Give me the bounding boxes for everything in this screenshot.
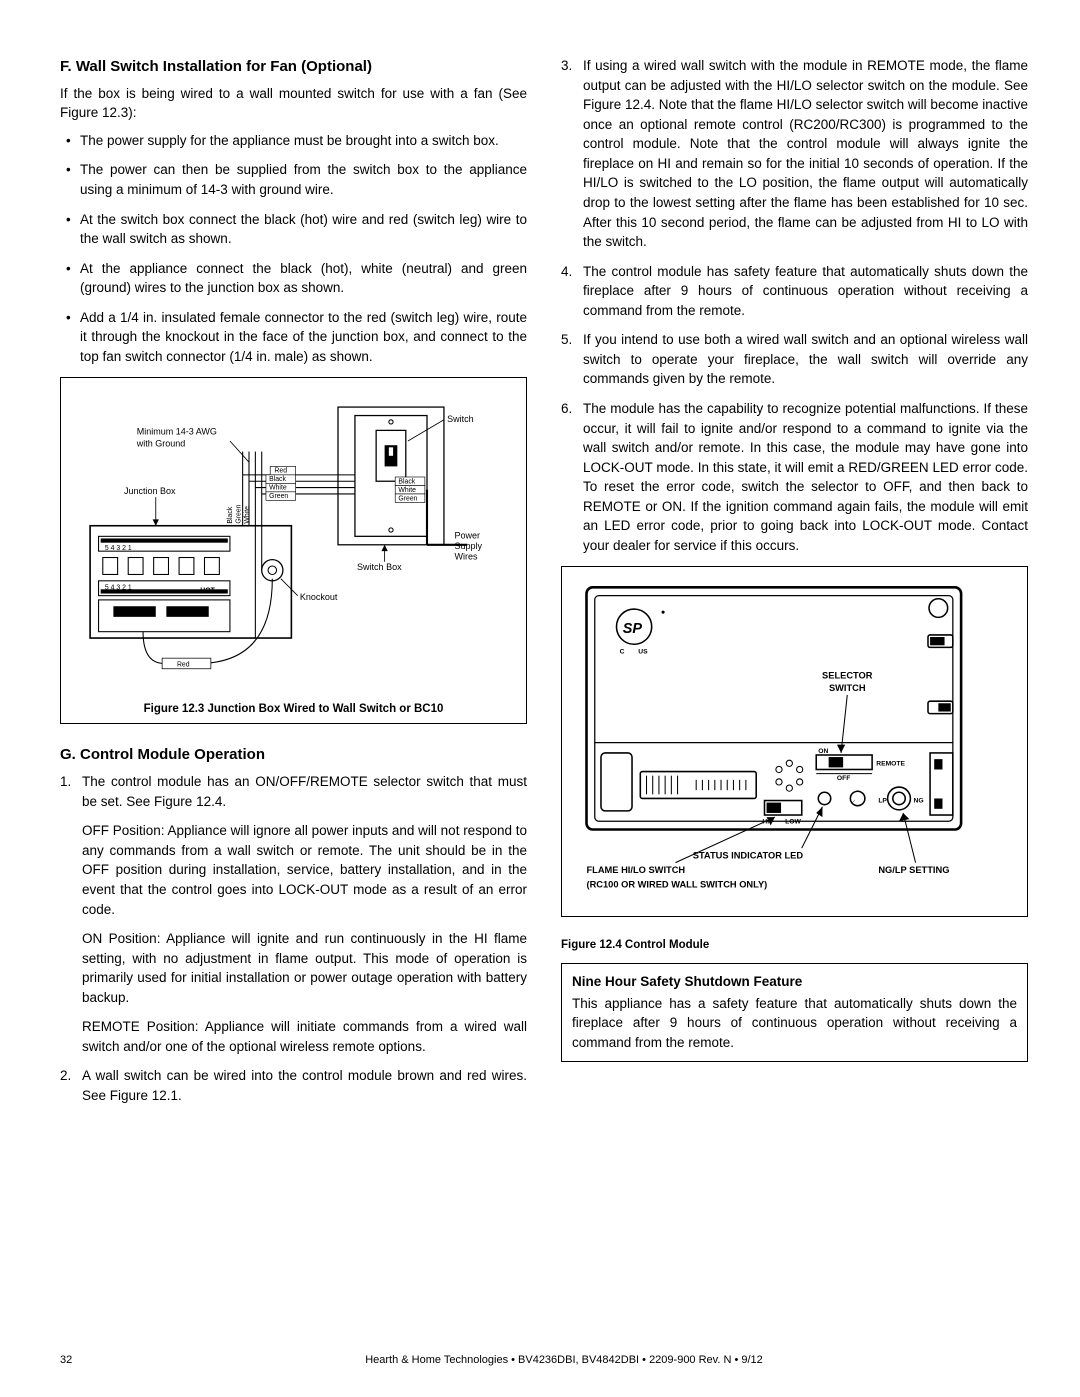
list-item-1: The control module has an ON/OFF/REMOTE … [60,772,527,1056]
svg-text:SP: SP [623,620,643,636]
label-switch: Switch [447,413,474,423]
label-on: ON [818,747,828,754]
label-selector: SELECTOR [822,670,873,680]
list-item-2: A wall switch can be wired into the cont… [60,1066,527,1105]
figure-12-4: SP C US [561,566,1028,917]
figure-12-3: Switch Power Supply Wires Switch Box NEU… [60,377,527,725]
label-black2: Black [398,478,415,485]
label-red-top: Red [274,467,287,474]
footer-text: Hearth & Home Technologies • BV4236DBI, … [100,1353,1028,1369]
label-with-ground: with Ground [136,438,186,448]
label-white2: White [398,486,416,493]
right-column: If using a wired wall switch with the mo… [561,56,1028,1116]
label-white-v: White [244,505,251,523]
section-f-bullets: The power supply for the appliance must … [60,131,527,367]
callout-body: This appliance has a safety feature that… [572,996,1017,1050]
svg-text:◡: ◡ [849,796,855,803]
label-switch-word: SWITCH [829,682,866,692]
bullet-item: At the appliance connect the black (hot)… [60,259,527,298]
label-off: OFF [837,774,850,781]
label-nglp: NG/LP SETTING [878,864,949,874]
callout-title: Nine Hour Safety Shutdown Feature [572,972,1017,992]
list-item: The module has the capability to recogni… [561,399,1028,556]
label-green2: Green [398,495,417,502]
figure-12-4-caption: Figure 12.4 Control Module [561,937,1028,954]
remote-position: REMOTE Position: Appliance will initiate… [82,1017,527,1056]
label-ng: NG [914,797,924,804]
off-position: OFF Position: Appliance will ignore all … [82,821,527,919]
bullet-item: The power can then be supplied from the … [60,160,527,199]
label-junction-box: Junction Box [124,485,176,495]
label-wires: Wires [455,551,478,561]
figure-12-3-caption: Figure 12.3 Junction Box Wired to Wall S… [71,701,516,718]
label-green-top: Green [269,493,288,500]
label-white-top: White [269,484,287,491]
label-us: US [638,648,648,655]
svg-text:5 4 3 2 1: 5 4 3 2 1 [105,545,132,552]
label-min-awg: Minimum 14-3 AWG [137,426,217,436]
label-remote: REMOTE [876,760,905,767]
list-item: If using a wired wall switch with the mo… [561,56,1028,252]
label-supply: Supply [455,541,483,551]
label-green-v: Green [236,504,243,523]
item1-intro: The control module has an ON/OFF/REMOTE … [82,774,527,809]
label-neutral: NEUTRAL [188,542,221,549]
label-red-bottom: Red [177,661,190,668]
label-lp: LP [878,797,887,804]
label-low: LOW [785,818,801,825]
label-black-top: Black [269,476,286,483]
section-f-heading: F. Wall Switch Installation for Fan (Opt… [60,56,527,78]
label-rc100: (RC100 OR WIRED WALL SWITCH ONLY) [586,879,767,889]
label-knockout: Knockout [300,591,338,601]
label-c: C [620,648,625,655]
on-position: ON Position: Appliance will ignite and r… [82,929,527,1007]
control-module-diagram: SP C US [572,577,1017,908]
section-g-heading: G. Control Module Operation [60,744,527,766]
junction-box-diagram: Switch Power Supply Wires Switch Box NEU… [71,388,516,695]
section-g-list: The control module has an ON/OFF/REMOTE … [60,772,527,1105]
section-f-intro: If the box is being wired to a wall moun… [60,84,527,123]
bullet-item: At the switch box connect the black (hot… [60,210,527,249]
right-numbered-list: If using a wired wall switch with the mo… [561,56,1028,556]
safety-callout: Nine Hour Safety Shutdown Feature This a… [561,963,1028,1061]
bullet-item: The power supply for the appliance must … [60,131,527,151]
page-number: 32 [60,1353,100,1369]
label-black-v: Black [227,506,234,523]
label-flame-switch: FLAME HI/LO SWITCH [586,864,685,874]
list-item: The control module has safety feature th… [561,262,1028,321]
bullet-item: Add a 1/4 in. insulated female connector… [60,308,527,367]
left-column: F. Wall Switch Installation for Fan (Opt… [60,56,527,1116]
label-status-led: STATUS INDICATOR LED [693,850,804,860]
label-hot: HOT [200,587,215,594]
page-footer: 32 Hearth & Home Technologies • BV4236DB… [60,1353,1028,1369]
label-switch-box: Switch Box [357,562,402,572]
list-item: If you intend to use both a wired wall s… [561,330,1028,389]
label-power: Power [455,530,481,540]
page-columns: F. Wall Switch Installation for Fan (Opt… [60,56,1028,1116]
svg-text:5 4 3 2 1: 5 4 3 2 1 [105,584,132,591]
